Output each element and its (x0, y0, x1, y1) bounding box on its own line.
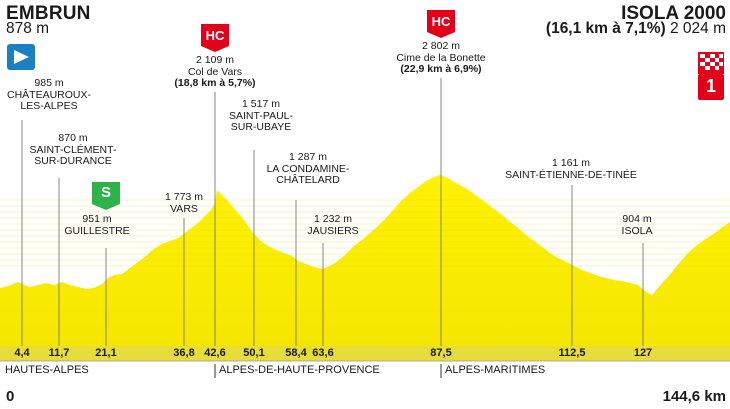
km-marker: 112,5 (558, 347, 586, 359)
start-altitude: 878 m (6, 20, 50, 37)
finish-flag-icon (698, 52, 724, 100)
hc-climb-badge-icon (427, 10, 455, 38)
finish-subtitle: (16,1 km à 7,1%) 2 024 m (546, 20, 726, 38)
finish-altitude: 2 024 m (669, 20, 726, 37)
km-marker: 36,8 (173, 347, 195, 359)
sprint-badge-icon (92, 182, 120, 210)
profile-texture (0, 199, 730, 267)
km-marker: 58,4 (285, 347, 307, 359)
region-label: ALPES-DE-HAUTE-PROVENCE (219, 364, 380, 376)
waypoint-label: 2 802 m Cime de la Bonette (22,9 km à 6,9%… (396, 40, 486, 75)
region-label: ALPES-MARITIMES (445, 364, 546, 376)
km-marker: 4,4 (14, 347, 30, 359)
distance-band (0, 346, 730, 361)
finish-badge-number: 1 (705, 76, 716, 96)
km-marker: 11,7 (48, 347, 70, 359)
start-town-name: EMBRUN (6, 3, 91, 24)
waypoint-label: 904 m ISOLA (621, 213, 653, 237)
km-marker: 42,6 (204, 347, 226, 359)
km-marker: 127 (633, 347, 653, 359)
waypoint-label: 1 232 m JAUSIERS (307, 213, 359, 237)
region-label: HAUTES-ALPES (5, 364, 89, 376)
km-marker: 63,6 (312, 347, 334, 359)
elevation-profile-area (0, 175, 730, 346)
km-marker: 50,1 (243, 347, 265, 359)
distance-start: 0 (6, 388, 15, 405)
hc-label: HC (431, 14, 451, 29)
waypoint-label: 870 m SAINT-CLÉMENT- SUR-DURANCE (29, 132, 117, 167)
waypoint-label: 951 m GUILLESTRE (64, 213, 130, 237)
waypoint-label: 1 161 m SAINT-ÉTIENNE-DE-TINÉE (505, 157, 637, 181)
waypoint-label: 1 773 m VARS (165, 191, 203, 215)
waypoint-label: 2 109 m Col de Vars (18,8 km à 5,7%) (174, 54, 256, 89)
km-marker: 87,5 (430, 347, 452, 359)
finish-town-name: ISOLA 2000 (621, 3, 726, 24)
hc-climb-badge-icon (201, 24, 229, 52)
waypoint-label: 1 287 m LA CONDAMINE- CHÂTELARD (266, 151, 350, 186)
waypoint-guide-lines (21, 78, 644, 346)
start-flag-icon (7, 44, 35, 70)
waypoint-label: 985 m CHÂTEAUROUX- LES-ALPES (6, 77, 92, 112)
sprint-label: S (100, 184, 111, 201)
km-marker: 21,1 (95, 347, 117, 359)
hc-label: HC (205, 28, 225, 43)
distance-end: 144,6 km (662, 388, 726, 405)
finish-climb-detail: (16,1 km à 7,1%) (545, 20, 666, 37)
waypoint-label: 1 517 m SAINT-PAUL- SUR-UBAYE (229, 98, 293, 133)
